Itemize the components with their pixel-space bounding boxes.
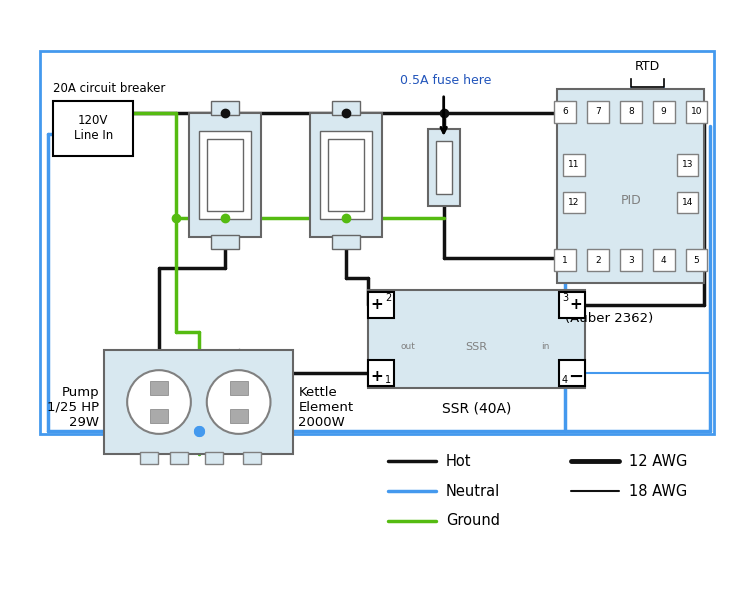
Bar [686, 249, 707, 271]
Bar [686, 101, 707, 123]
Circle shape [128, 370, 190, 434]
Text: Neutral: Neutral [446, 484, 500, 499]
Text: 1: 1 [562, 256, 568, 265]
Text: 20A circuit breaker: 20A circuit breaker [53, 82, 166, 95]
Bar [554, 101, 576, 123]
Bar [189, 113, 260, 237]
Text: Hot: Hot [446, 454, 471, 469]
Text: RTD: RTD [634, 60, 660, 73]
Bar [563, 154, 585, 176]
Text: 0.5A fuse here: 0.5A fuse here [400, 74, 491, 87]
Bar [53, 101, 133, 155]
Text: 4: 4 [562, 374, 568, 385]
Bar [40, 51, 715, 434]
Bar [587, 249, 609, 271]
Text: 5: 5 [694, 256, 700, 265]
Text: 6: 6 [562, 107, 568, 116]
Text: 13: 13 [682, 160, 693, 169]
Bar [652, 249, 674, 271]
Text: 2: 2 [385, 293, 391, 303]
Bar [427, 129, 460, 206]
Bar [368, 292, 394, 318]
Text: 120V
Line In: 120V Line In [74, 114, 113, 142]
Bar [436, 141, 451, 194]
Text: 4: 4 [661, 256, 667, 265]
Text: 8: 8 [628, 107, 634, 116]
Text: Pump
1/25 HP
29W: Pump 1/25 HP 29W [47, 386, 99, 428]
Text: PID: PID [620, 194, 641, 208]
Bar [199, 131, 250, 220]
Text: 3: 3 [628, 256, 634, 265]
Bar [310, 113, 382, 237]
Bar [368, 360, 394, 386]
Text: out: out [400, 342, 416, 351]
Bar [211, 235, 238, 249]
Bar [554, 249, 576, 271]
Bar [242, 452, 260, 464]
Bar [140, 452, 158, 464]
Text: Kettle
Element
2000W: Kettle Element 2000W [298, 386, 353, 428]
Bar [676, 191, 698, 214]
Circle shape [207, 370, 271, 434]
Text: 12: 12 [568, 198, 580, 207]
Text: 14: 14 [682, 198, 693, 207]
Text: +: + [370, 369, 383, 384]
Bar [150, 381, 168, 395]
Bar [368, 290, 585, 388]
Text: 7: 7 [595, 107, 601, 116]
Text: +: + [570, 298, 583, 313]
Text: 3: 3 [562, 293, 568, 303]
Bar [230, 381, 248, 395]
Bar [211, 101, 238, 115]
Bar [205, 452, 223, 464]
Bar [320, 131, 372, 220]
Bar [170, 452, 188, 464]
Text: −: − [568, 368, 584, 386]
Bar [620, 101, 642, 123]
Bar [620, 249, 642, 271]
Text: SSR (40A): SSR (40A) [442, 401, 512, 416]
Text: 12 AWG: 12 AWG [628, 454, 687, 469]
Bar [563, 191, 585, 214]
Bar [328, 139, 364, 211]
Bar [332, 235, 360, 249]
Bar [332, 101, 360, 115]
Text: PID
(Auber 2362): PID (Auber 2362) [565, 297, 653, 325]
Bar [207, 139, 242, 211]
Text: 9: 9 [661, 107, 667, 116]
Bar [560, 292, 585, 318]
Bar [652, 101, 674, 123]
Bar [587, 101, 609, 123]
Text: 2: 2 [596, 256, 601, 265]
Bar [150, 409, 168, 423]
Text: 10: 10 [691, 107, 702, 116]
Text: 18 AWG: 18 AWG [628, 484, 687, 499]
Text: in: in [541, 342, 550, 351]
Bar [676, 154, 698, 176]
Text: 1: 1 [385, 374, 391, 385]
Text: SSR: SSR [466, 342, 488, 352]
Bar [560, 360, 585, 386]
Text: Ground: Ground [446, 514, 500, 529]
Bar [104, 350, 293, 454]
Bar [557, 89, 704, 283]
Text: +: + [370, 298, 383, 313]
Bar [230, 409, 248, 423]
Text: 11: 11 [568, 160, 580, 169]
